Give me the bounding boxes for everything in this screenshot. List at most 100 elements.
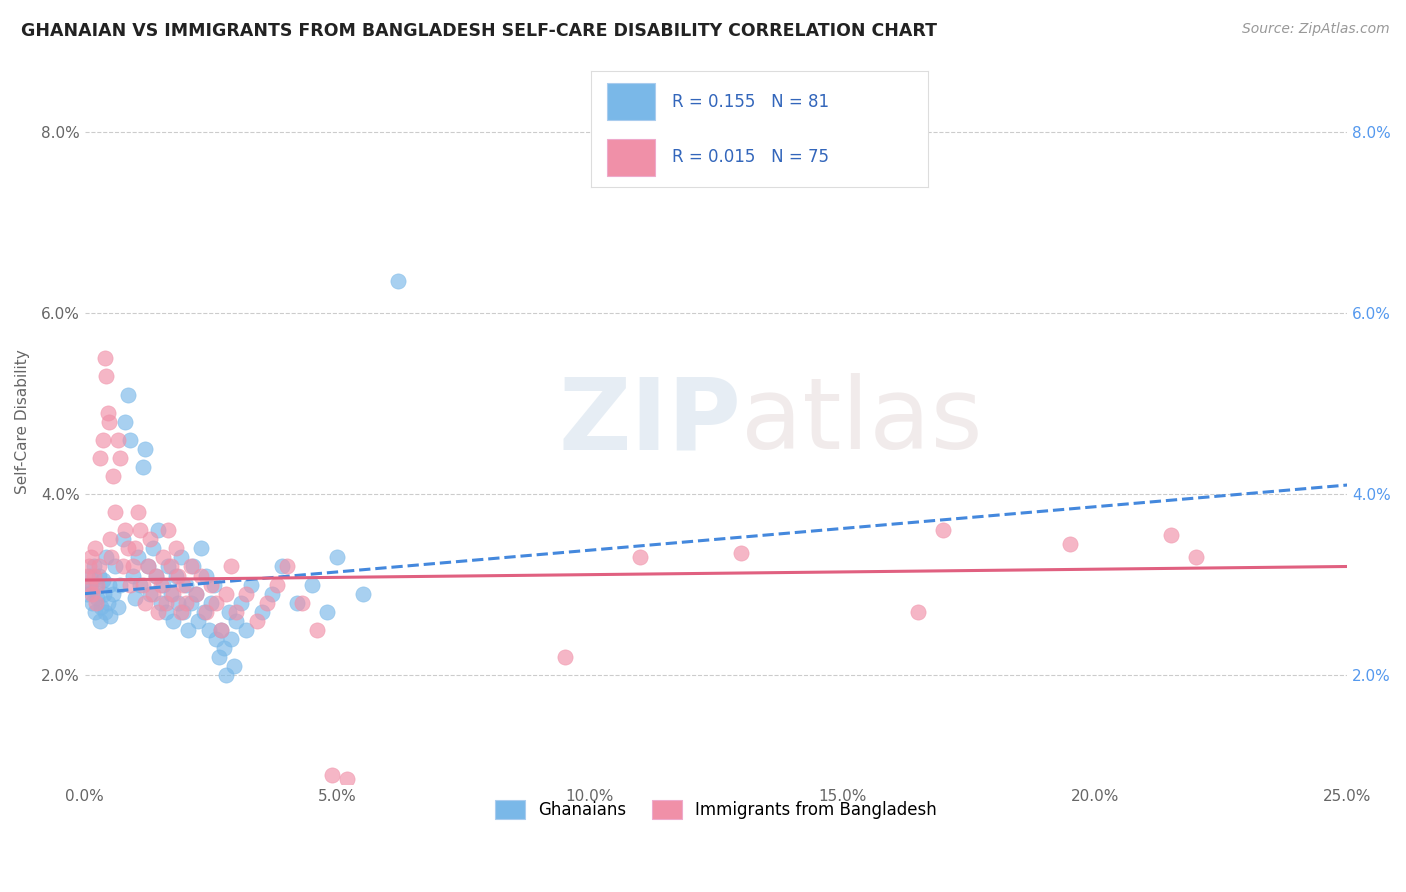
Point bbox=[121, 559, 143, 574]
Point bbox=[127, 505, 149, 519]
Point bbox=[139, 533, 162, 547]
Point bbox=[76, 587, 98, 601]
Point bbox=[142, 587, 165, 601]
Point bbox=[197, 623, 219, 637]
Point bbox=[117, 387, 139, 401]
Point bbox=[205, 632, 228, 646]
Point bbox=[215, 668, 238, 682]
Point bbox=[82, 596, 104, 610]
Point bbox=[170, 605, 193, 619]
Point bbox=[165, 541, 187, 556]
Point bbox=[159, 587, 181, 601]
Point bbox=[245, 614, 267, 628]
Point bbox=[108, 450, 131, 465]
Point bbox=[77, 559, 100, 574]
Point bbox=[730, 546, 752, 560]
Point bbox=[120, 433, 142, 447]
Text: Source: ZipAtlas.com: Source: ZipAtlas.com bbox=[1241, 22, 1389, 37]
Point bbox=[270, 559, 292, 574]
Bar bbox=[607, 138, 655, 176]
Point bbox=[132, 577, 155, 591]
Text: atlas: atlas bbox=[741, 373, 983, 470]
Point bbox=[89, 614, 111, 628]
Point bbox=[90, 600, 112, 615]
Point bbox=[146, 523, 169, 537]
Point bbox=[104, 559, 127, 574]
Point bbox=[307, 623, 329, 637]
Point bbox=[184, 587, 207, 601]
Point bbox=[97, 406, 120, 420]
Point bbox=[209, 623, 232, 637]
Point bbox=[321, 767, 343, 781]
Point bbox=[129, 523, 152, 537]
Point bbox=[208, 650, 231, 665]
Point bbox=[145, 568, 167, 582]
Point bbox=[134, 442, 156, 456]
Text: ZIP: ZIP bbox=[558, 373, 741, 470]
Point bbox=[111, 533, 134, 547]
Point bbox=[1059, 537, 1081, 551]
Point bbox=[326, 550, 349, 565]
Point bbox=[87, 559, 110, 574]
Point bbox=[98, 415, 121, 429]
Point bbox=[205, 596, 228, 610]
Point bbox=[149, 596, 172, 610]
Point bbox=[149, 577, 172, 591]
Point bbox=[80, 582, 103, 596]
Point bbox=[155, 596, 177, 610]
Point bbox=[76, 568, 98, 582]
Point bbox=[114, 523, 136, 537]
Point bbox=[82, 587, 104, 601]
Point bbox=[111, 559, 134, 574]
Point bbox=[107, 433, 129, 447]
Point bbox=[260, 587, 283, 601]
Point bbox=[134, 596, 156, 610]
Point bbox=[124, 591, 146, 606]
Point bbox=[1184, 550, 1206, 565]
Text: R = 0.015   N = 75: R = 0.015 N = 75 bbox=[672, 148, 828, 166]
Legend: Ghanaians, Immigrants from Bangladesh: Ghanaians, Immigrants from Bangladesh bbox=[489, 794, 943, 826]
Point bbox=[93, 587, 115, 601]
Point bbox=[202, 577, 225, 591]
Point bbox=[84, 577, 107, 591]
Point bbox=[89, 450, 111, 465]
Point bbox=[84, 541, 107, 556]
Point bbox=[159, 559, 181, 574]
Point bbox=[907, 605, 929, 619]
Point bbox=[200, 596, 222, 610]
Point bbox=[146, 605, 169, 619]
Point bbox=[84, 605, 107, 619]
Point bbox=[256, 596, 278, 610]
Point bbox=[554, 650, 576, 665]
Point bbox=[79, 568, 101, 582]
Text: GHANAIAN VS IMMIGRANTS FROM BANGLADESH SELF-CARE DISABILITY CORRELATION CHART: GHANAIAN VS IMMIGRANTS FROM BANGLADESH S… bbox=[21, 22, 936, 40]
Point bbox=[1160, 528, 1182, 542]
Point bbox=[132, 459, 155, 474]
Point bbox=[94, 369, 117, 384]
Point bbox=[167, 568, 190, 582]
Point bbox=[98, 609, 121, 624]
Point bbox=[180, 559, 202, 574]
Point bbox=[114, 415, 136, 429]
Point bbox=[200, 577, 222, 591]
Point bbox=[291, 596, 314, 610]
Point bbox=[94, 605, 117, 619]
Point bbox=[276, 559, 298, 574]
Point bbox=[165, 568, 187, 582]
Point bbox=[91, 573, 114, 587]
Point bbox=[86, 591, 108, 606]
Point bbox=[108, 577, 131, 591]
Point bbox=[80, 550, 103, 565]
Point bbox=[86, 577, 108, 591]
Point bbox=[139, 587, 162, 601]
Point bbox=[117, 541, 139, 556]
Point bbox=[190, 541, 212, 556]
Point bbox=[212, 640, 235, 655]
Point bbox=[162, 614, 184, 628]
Point bbox=[136, 559, 159, 574]
Point bbox=[177, 623, 200, 637]
Point bbox=[83, 568, 105, 582]
Point bbox=[100, 550, 122, 565]
Point bbox=[231, 596, 253, 610]
Point bbox=[104, 505, 127, 519]
